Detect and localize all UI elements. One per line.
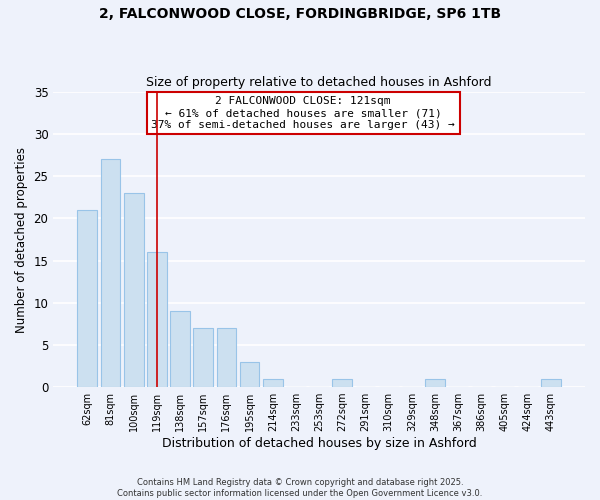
Bar [332, 378, 352, 387]
Text: 2 FALCONWOOD CLOSE: 121sqm
← 61% of detached houses are smaller (71)
37% of semi: 2 FALCONWOOD CLOSE: 121sqm ← 61% of deta… [151, 96, 455, 130]
X-axis label: Distribution of detached houses by size in Ashford: Distribution of detached houses by size … [162, 437, 476, 450]
Bar [193, 328, 213, 387]
Title: Size of property relative to detached houses in Ashford: Size of property relative to detached ho… [146, 76, 492, 90]
Text: Contains HM Land Registry data © Crown copyright and database right 2025.
Contai: Contains HM Land Registry data © Crown c… [118, 478, 482, 498]
Bar [240, 362, 259, 387]
Y-axis label: Number of detached properties: Number of detached properties [15, 146, 28, 332]
Bar [217, 328, 236, 387]
Bar [425, 378, 445, 387]
Bar [124, 193, 143, 387]
Text: 2, FALCONWOOD CLOSE, FORDINGBRIDGE, SP6 1TB: 2, FALCONWOOD CLOSE, FORDINGBRIDGE, SP6 … [99, 8, 501, 22]
Bar [101, 160, 121, 387]
Bar [263, 378, 283, 387]
Bar [147, 252, 167, 387]
Bar [170, 311, 190, 387]
Bar [77, 210, 97, 387]
Bar [541, 378, 561, 387]
